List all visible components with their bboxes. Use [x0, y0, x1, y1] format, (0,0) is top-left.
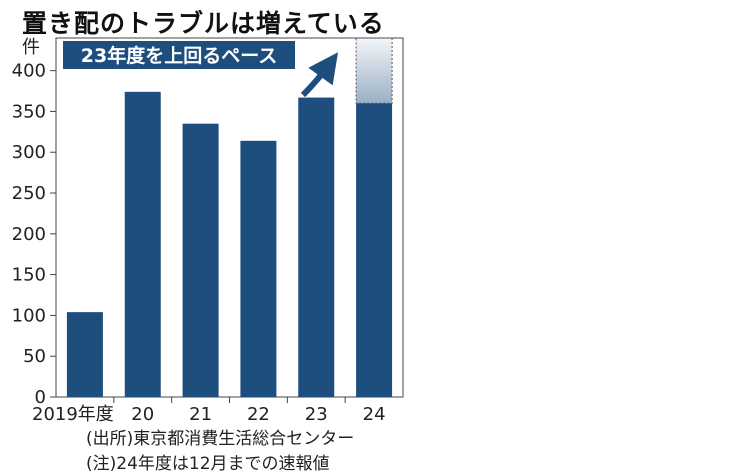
annotation-box: [63, 41, 295, 69]
chart-title: 置き配のトラブルは増えている: [22, 9, 385, 38]
y-tick-label: 200: [12, 224, 46, 245]
annotation-text: 23年度を上回るペース: [81, 44, 278, 67]
source-note: (出所)東京都消費生活総合センター: [86, 429, 355, 449]
footnote: (注)24年度は12月までの速報値: [86, 454, 330, 474]
arrow-icon: [300, 52, 339, 98]
x-axis: 2019年度 20 21 22 23 24: [32, 397, 386, 425]
bar-series: [66, 37, 393, 397]
bar-1: [124, 91, 161, 397]
x-tick-label: 2019年度: [32, 404, 114, 425]
y-axis: 0 50 100 150 200 250 300 350 400: [12, 61, 56, 408]
plot-frame: [55, 37, 404, 398]
annotation-callout: 23年度を上回るペース: [63, 41, 295, 69]
y-unit-label: 件: [22, 37, 40, 58]
bar-0: [66, 312, 103, 397]
y-tick-label: 150: [12, 265, 46, 286]
x-tick-label: 22: [247, 404, 270, 425]
y-tick-label: 0: [35, 387, 46, 408]
y-tick-label: 350: [12, 101, 46, 122]
x-tick-label: 24: [363, 404, 386, 425]
bar-3: [240, 140, 277, 397]
projection-bar: [355, 37, 393, 104]
x-tick-label: 20: [131, 404, 154, 425]
x-tick-label: 23: [305, 404, 328, 425]
bar-2: [182, 123, 219, 397]
bar-5: [356, 103, 393, 397]
y-tick-label: 400: [12, 61, 46, 82]
y-tick-label: 50: [23, 346, 46, 367]
bar-4: [298, 97, 335, 397]
x-tick-label: 21: [189, 404, 212, 425]
y-tick-label: 100: [12, 305, 46, 326]
y-tick-label: 300: [12, 142, 46, 163]
y-tick-label: 250: [12, 183, 46, 204]
